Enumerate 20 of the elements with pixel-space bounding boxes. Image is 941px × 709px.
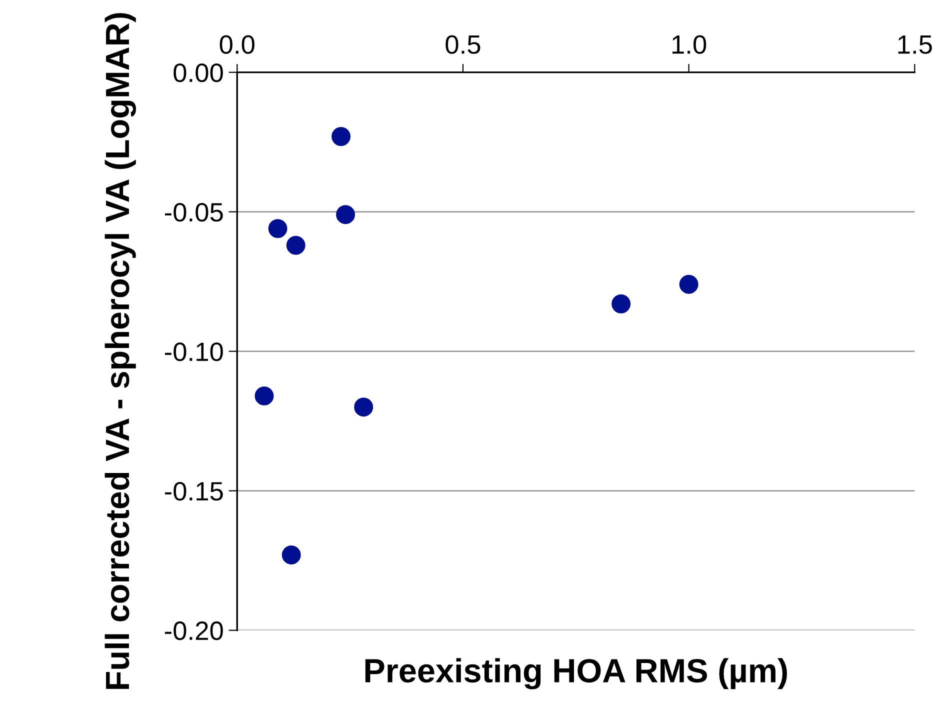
point (332, 127, 350, 146)
x-tick-label: 0.5 (446, 35, 480, 54)
x-tick-label: 1.0 (672, 35, 706, 54)
point (282, 545, 301, 564)
x-axis-title: Preexisting HOA RMS (µm) (365, 658, 787, 690)
point (612, 294, 631, 314)
point (286, 236, 306, 255)
x-tick-label: 0.0 (220, 35, 254, 54)
point (679, 274, 698, 294)
point (268, 219, 288, 238)
y-tick-label: 0.00 (174, 63, 223, 82)
x-tick-label: 1.5 (898, 35, 932, 54)
y-tick-label: -0.05 (164, 202, 223, 222)
y-tick-label: -0.20 (164, 621, 223, 640)
y-tick-label: -0.10 (164, 342, 223, 362)
point (336, 205, 356, 224)
y-tick-label: -0.15 (164, 482, 223, 501)
y-axis-title: Full corrected VA - spherocyl VA (LogMAR) (104, 13, 136, 689)
point (254, 386, 274, 406)
point (354, 398, 374, 417)
